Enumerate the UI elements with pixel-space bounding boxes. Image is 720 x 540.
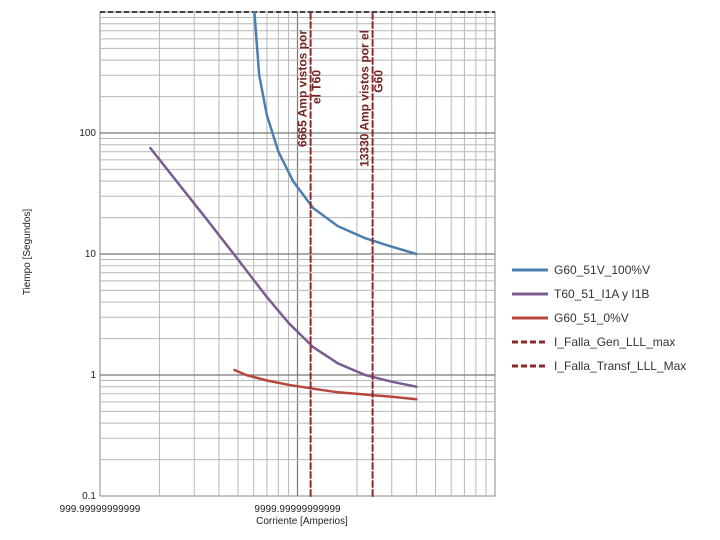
legend-label-1: G60_51V_100%V [554, 263, 650, 277]
chart-annotations: 6665 Amp vistos por el T60 13330 Amp visto… [296, 30, 386, 167]
y-tick-label: 1 [90, 370, 96, 381]
annotation-label: 13330 Amp vistos por el [358, 30, 372, 167]
y-tick-label: 0.1 [82, 491, 96, 502]
x-tick-label: 9999.99999999999 [254, 504, 341, 515]
series-line-1 [253, 10, 418, 256]
series-line-3 [233, 368, 418, 401]
y-axis-title: Tiempo [Segundos] [22, 209, 33, 296]
chart-grid [99, 11, 496, 497]
y-tick-label: 10 [85, 249, 97, 260]
series-line-2 [149, 146, 418, 388]
x-axis-title: Corriente [Amperios] [256, 516, 348, 527]
y-tick-label: 100 [79, 128, 96, 139]
chart-series [149, 10, 418, 497]
legend-label-5: I_Falla_Transf_LLL_Max [554, 359, 686, 373]
legend-label-3: G60_51_0%V [554, 311, 629, 325]
annotation-label-line2: G60 [372, 70, 386, 93]
chart-legend: G60_51V_100%V T60_51_I1A y I1B G60_51_0%V I… [512, 263, 686, 373]
chart-ticks: 0.1 1 10 100 999.99999999999 9999.99999999999 [60, 128, 341, 515]
legend-label-2: T60_51_I1A y I1B [554, 287, 649, 301]
x-tick-label: 999.99999999999 [60, 504, 141, 515]
annotation-label-line2: el T60 [310, 70, 324, 104]
annotation-label: 6665 Amp vistos por [296, 30, 310, 147]
legend-label-4: I_Falla_Gen_LLL_max [554, 335, 675, 349]
